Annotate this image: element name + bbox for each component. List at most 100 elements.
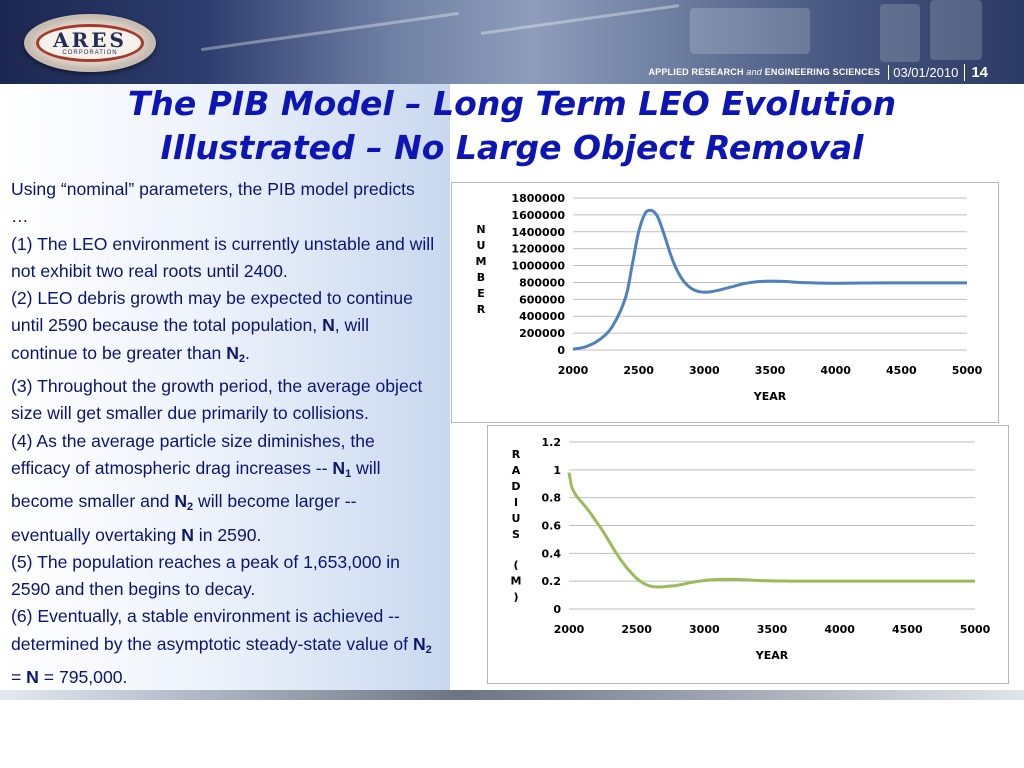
- tagline-and: and: [746, 67, 762, 77]
- radius-chart-y-axis-letter: (: [513, 558, 518, 571]
- radius-chart-x-tick-label: 4500: [892, 623, 923, 636]
- point-2-text-a: (2) LEO debris growth may be expected to…: [11, 288, 413, 336]
- population-chart-y-axis-letter: U: [477, 239, 486, 252]
- radius-chart-x-tick-label: 2500: [621, 623, 652, 636]
- point-6-symbol-n: N: [26, 667, 39, 688]
- population-chart: 0 200000 400000 600000 800000 1000000 1200000 1…: [451, 182, 999, 423]
- decor-shape: [880, 4, 920, 62]
- slide-date: 03/01/2010: [888, 64, 958, 80]
- point-4-symbol-n1: N1: [332, 457, 352, 480]
- point-4-text-b: will become smaller and: [11, 457, 381, 512]
- body-text: Using “nominal” parameters, the PIB mode…: [11, 176, 435, 691]
- point-2-text-b: , will continue to be greater than: [11, 315, 369, 363]
- population-chart-x-tick-label: 4500: [886, 364, 917, 377]
- title-line-2: Illustrated – No Large Object Removal: [160, 128, 864, 167]
- point-4: (4) As the average particle size diminis…: [11, 428, 435, 549]
- radius-chart: 0 0.2 0.4 0.6 0.8 1 1.2 2000 2500 3000 3500 4000 450…: [487, 425, 1009, 684]
- radius-chart-y-axis-letter: R: [512, 448, 521, 461]
- population-chart-x-tick-label: 2000: [558, 364, 589, 377]
- radius-chart-y-axis-letter: ): [513, 590, 518, 603]
- radius-chart-y-axis-letter: I: [514, 496, 518, 509]
- radius-chart-x-tick-label: 3000: [689, 623, 720, 636]
- population-chart-y-axis-letter: E: [477, 287, 485, 300]
- point-6-text-c: = 795,000.: [38, 667, 128, 688]
- point-4-symbol-n: N: [181, 524, 194, 545]
- population-chart-y-axis-letter: N: [476, 223, 485, 236]
- logo-ring: [36, 24, 144, 62]
- header-info-strip: APPLIED RESEARCH and ENGINEERING SCIENCE…: [600, 62, 1024, 82]
- population-chart-y-tick-label: 1200000: [511, 243, 565, 256]
- tagline-part-b: ENGINEERING SCIENCES: [764, 67, 881, 77]
- point-6: (6) Eventually, a stable environment is …: [11, 603, 435, 691]
- radius-chart-y-tick-label: 0.2: [542, 575, 562, 588]
- decor-shape: [930, 0, 982, 60]
- radius-chart-x-tick-label: 4000: [824, 623, 855, 636]
- population-chart-y-tick-label: 800000: [519, 276, 565, 289]
- population-chart-y-tick-label: 600000: [519, 293, 565, 306]
- title-line-1: The PIB Model – Long Term LEO Evolution: [127, 84, 897, 123]
- radius-chart-x-tick-label: 3500: [757, 623, 788, 636]
- slide-title: The PIB Model – Long Term LEO Evolution …: [0, 82, 1024, 170]
- point-2-text-c: .: [245, 342, 250, 363]
- population-chart-x-tick-label: 3500: [755, 364, 786, 377]
- population-chart-x-tick-label: 2500: [623, 364, 654, 377]
- population-chart-series-line: [572, 208, 967, 351]
- radius-chart-x-axis-label: YEAR: [755, 649, 789, 662]
- population-chart-y-tick-label: 1800000: [511, 192, 565, 205]
- point-4-symbol-n2: N2: [174, 491, 194, 514]
- ares-logo: ARES CORPORATION: [24, 14, 156, 72]
- tagline-part-a: APPLIED RESEARCH: [648, 67, 744, 77]
- radius-chart-y-axis-letter: A: [512, 464, 521, 477]
- population-chart-svg: 0 200000 400000 600000 800000 1000000 1200000 1…: [476, 192, 983, 403]
- population-chart-y-tick-label: 1400000: [511, 226, 565, 239]
- sidebar-background: [0, 84, 450, 696]
- radius-chart-svg: 0 0.2 0.4 0.6 0.8 1 1.2 2000 2500 3000 3500 4000 450…: [511, 436, 991, 662]
- population-chart-y-tick-label: 1600000: [511, 209, 565, 222]
- radius-chart-y-tick-label: 1.2: [542, 436, 562, 449]
- point-4-text-a: (4) As the average particle size diminis…: [11, 430, 375, 478]
- population-chart-x-axis-label: YEAR: [753, 390, 787, 403]
- point-3: (3) Throughout the growth period, the av…: [11, 376, 423, 424]
- bottom-rule: [0, 690, 1024, 700]
- tagline: APPLIED RESEARCH and ENGINEERING SCIENCE…: [648, 67, 880, 77]
- population-chart-y-axis-letter: B: [477, 271, 485, 284]
- population-chart-x-tick-label: 4000: [820, 364, 851, 377]
- point-5: (5) The population reaches a peak of 1,6…: [11, 551, 400, 600]
- point-6-text-b: =: [11, 667, 27, 688]
- population-chart-y-tick-label: 200000: [519, 327, 565, 340]
- decor-streak: [201, 11, 459, 52]
- population-chart-y-tick-label: 400000: [519, 310, 565, 323]
- point-4-text-c: will become larger -- eventually overtak…: [11, 491, 357, 545]
- point-6-symbol-n2: N2: [412, 633, 432, 656]
- point-2-symbol-n: N: [322, 315, 335, 336]
- intro-paragraph: Using “nominal” parameters, the PIB mode…: [11, 179, 415, 227]
- population-chart-y-axis-letter: M: [476, 255, 487, 268]
- point-4-text-d: in 2590.: [193, 524, 262, 545]
- point-2: (2) LEO debris growth may be expected to…: [11, 285, 435, 373]
- point-2-symbol-n2: N2: [226, 342, 246, 365]
- population-chart-y-tick-label: 1000000: [511, 260, 565, 273]
- population-chart-y-axis-letter: R: [477, 303, 486, 316]
- header-banner: ARES CORPORATION APPLIED RESEARCH and EN…: [0, 0, 1024, 84]
- radius-chart-y-axis-letter: U: [512, 512, 521, 525]
- population-chart-x-tick-label: 5000: [952, 364, 983, 377]
- radius-chart-y-axis-letter: M: [511, 574, 522, 587]
- decor-streak: [480, 4, 680, 35]
- radius-chart-y-tick-label: 0.4: [542, 547, 562, 560]
- logo-subtext: CORPORATION: [62, 50, 118, 56]
- population-chart-y-tick-label: 0: [557, 344, 565, 357]
- radius-chart-x-tick-label: 2000: [554, 623, 585, 636]
- radius-chart-y-tick-label: 1: [553, 464, 561, 477]
- radius-chart-x-tick-label: 5000: [960, 623, 991, 636]
- radius-chart-y-tick-label: 0.8: [542, 492, 562, 505]
- radius-chart-y-axis-letter: S: [512, 528, 520, 541]
- population-chart-x-tick-label: 3000: [689, 364, 720, 377]
- slide-number: 14: [964, 63, 988, 81]
- logo-text: ARES: [53, 28, 127, 52]
- radius-chart-y-axis-letter: D: [511, 480, 520, 493]
- radius-chart-y-tick-label: 0: [553, 603, 561, 616]
- point-6-text-a: (6) Eventually, a stable environment is …: [11, 606, 413, 654]
- radius-chart-y-tick-label: 0.6: [542, 520, 562, 533]
- decor-shape: [690, 8, 810, 54]
- point-1: (1) The LEO environment is currently uns…: [11, 233, 435, 281]
